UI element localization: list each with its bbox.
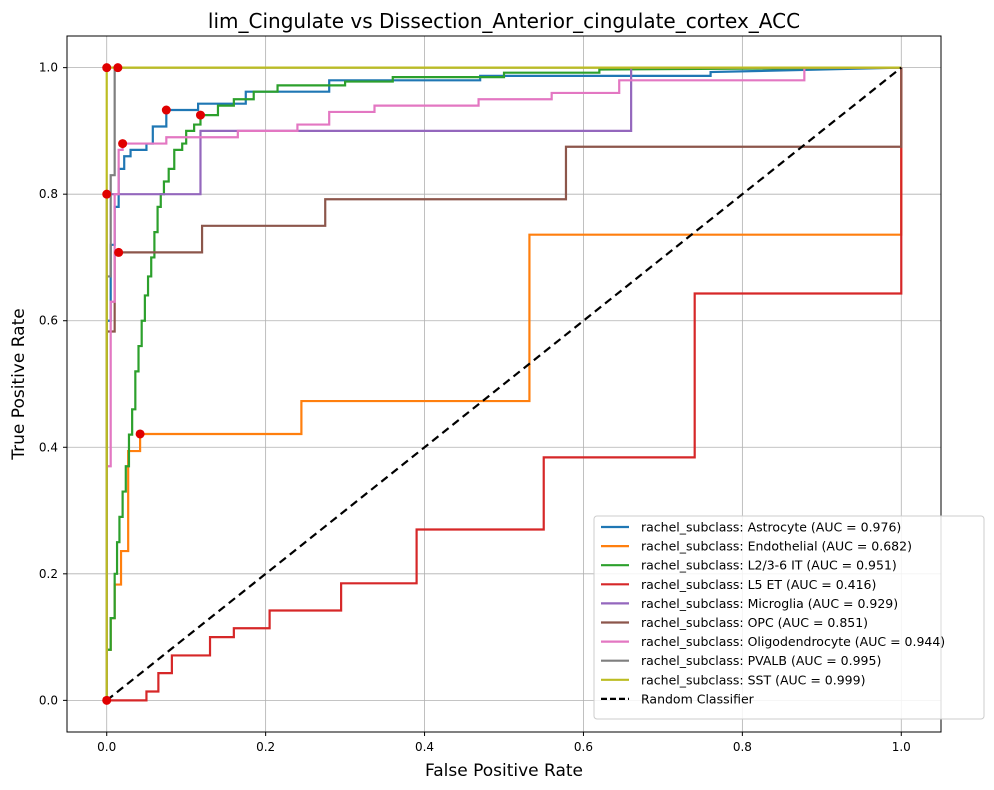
legend-label: rachel_subclass: OPC (AUC = 0.851)	[641, 615, 868, 630]
legend-label: rachel_subclass: SST (AUC = 0.999)	[641, 672, 865, 687]
legend: rachel_subclass: Astrocyte (AUC = 0.976)…	[593, 515, 985, 720]
chart-title: lim_Cingulate vs Dissection_Anterior_cin…	[208, 9, 800, 33]
optimal-threshold-point	[195, 110, 205, 120]
legend-label: rachel_subclass: Oligodendrocyte (AUC = …	[641, 634, 945, 649]
x-tick-label: 1.0	[892, 740, 911, 754]
plot-area-frame	[66, 35, 942, 733]
roc-curve-6	[105, 66, 902, 701]
legend-label: rachel_subclass: PVALB (AUC = 0.995)	[641, 653, 881, 668]
x-tick-label: 0.2	[256, 740, 275, 754]
x-axis-label: False Positive Rate	[425, 761, 583, 781]
y-tick-label: 1.0	[39, 61, 58, 75]
legend-label: Random Classifier	[641, 691, 755, 706]
roc-curve-5	[105, 67, 903, 701]
optimal-threshold-point	[114, 247, 124, 257]
series-layer	[105, 66, 903, 702]
x-ticks: 0.0 0.2 0.4 0.6 0.8 1.0	[97, 732, 911, 754]
x-tick-label: 0.4	[415, 740, 434, 754]
y-tick-label: 0.4	[39, 440, 58, 454]
legend-box	[593, 515, 985, 720]
optimal-threshold-point	[118, 139, 128, 149]
optimal-threshold-point	[161, 105, 171, 115]
y-axis-label: True Positive Rate	[9, 308, 29, 460]
x-tick-label: 0.6	[574, 740, 593, 754]
legend-label: rachel_subclass: Astrocyte (AUC = 0.976)	[641, 520, 901, 535]
roc-curve-3	[106, 67, 903, 702]
y-tick-label: 0.0	[39, 693, 58, 707]
optimal-threshold-point	[135, 429, 145, 439]
y-tick-label: 0.6	[39, 314, 58, 328]
optimal-threshold-point	[102, 189, 112, 199]
random-classifier-line	[106, 66, 902, 702]
legend-label: rachel_subclass: L2/3-6 IT (AUC = 0.951)	[641, 558, 897, 573]
y-tick-label: 0.2	[39, 567, 58, 581]
roc-curve-2	[105, 66, 902, 701]
legend-label: rachel_subclass: Microglia (AUC = 0.929)	[641, 596, 898, 611]
legend-label: rachel_subclass: L5 ET (AUC = 0.416)	[641, 577, 876, 592]
legend-label: rachel_subclass: Endothelial (AUC = 0.68…	[641, 539, 912, 554]
y-ticks: 0.0 0.2 0.4 0.6 0.8 1.0	[39, 61, 67, 707]
y-tick-label: 0.8	[39, 187, 58, 201]
optimal-threshold-point	[113, 63, 123, 73]
x-tick-label: 0.8	[733, 740, 752, 754]
optimal-threshold-point	[102, 695, 112, 705]
optimal-points	[102, 63, 205, 705]
optimal-threshold-point	[102, 63, 112, 73]
x-tick-label: 0.0	[97, 740, 116, 754]
